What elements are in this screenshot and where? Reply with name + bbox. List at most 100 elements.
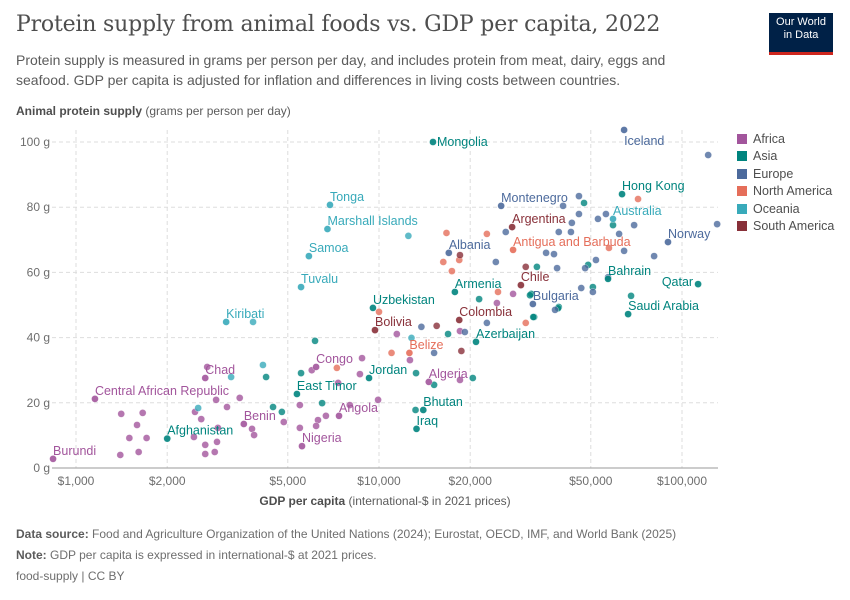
data-point-labeled <box>509 246 517 254</box>
x-tick-label: $10,000 <box>357 474 401 488</box>
data-point <box>133 421 141 429</box>
logo-line-2: in Data <box>783 29 819 41</box>
data-point <box>594 215 602 223</box>
point-label: Nigeria <box>302 431 342 445</box>
data-point-labeled <box>405 349 414 357</box>
point-labels: Mongolia Iceland Hong Kong Australia Norway Q… <box>53 134 711 458</box>
y-axis-title-bold: Animal protein supply <box>16 104 143 118</box>
data-point-labeled <box>323 225 332 233</box>
data-point-labeled <box>369 304 377 312</box>
note-label: Note: <box>16 548 47 562</box>
point-label: Algeria <box>429 367 468 381</box>
data-point-labeled <box>371 326 379 334</box>
legend-swatch <box>737 168 747 179</box>
data-point <box>212 396 220 404</box>
point-label: Bahrain <box>608 264 651 278</box>
point-label: Antigua and Barbuda <box>513 235 631 249</box>
data-point <box>433 322 441 330</box>
data-point <box>555 228 563 236</box>
data-point <box>411 406 420 414</box>
data-point <box>581 264 589 272</box>
data-point-labeled <box>517 281 525 289</box>
data-point <box>456 376 464 384</box>
data-point <box>333 364 341 372</box>
credit[interactable]: food-supply | CC BY <box>16 569 125 583</box>
data-point <box>322 412 330 420</box>
legend-item-south-america[interactable]: South America <box>737 218 834 236</box>
data-point-labeled <box>664 238 672 246</box>
owid-logo[interactable]: Our World in Data <box>769 13 833 55</box>
data-point <box>542 249 550 257</box>
data-point <box>296 424 304 432</box>
data-point <box>550 250 558 258</box>
x-tick-label: $100,000 <box>657 474 707 488</box>
data-point-labeled <box>240 420 248 428</box>
point-label: Saudi Arabia <box>628 299 699 313</box>
data-point <box>456 251 464 259</box>
data-point <box>404 232 413 240</box>
data-point-labeled <box>497 202 505 210</box>
data-point <box>356 370 364 378</box>
data-point <box>139 409 147 417</box>
data-point-labeled <box>365 374 373 382</box>
x-tick-label: $20,000 <box>449 474 493 488</box>
data-point <box>439 258 447 266</box>
chart-subtitle: Protein supply is measured in grams per … <box>16 52 666 88</box>
data-point <box>236 394 244 402</box>
point-label: Albania <box>449 238 491 252</box>
data-point <box>197 415 205 423</box>
point-label: Colombia <box>459 305 512 319</box>
data-point <box>227 373 235 381</box>
data-point <box>297 369 305 377</box>
data-point <box>311 337 319 345</box>
data-point-labeled <box>49 455 57 463</box>
data-point <box>412 369 420 377</box>
legend-item-oceania[interactable]: Oceania <box>737 200 834 218</box>
legend-label: Asia <box>753 149 778 164</box>
y-tick-label: 20 g <box>27 396 50 410</box>
point-label: Bulgaria <box>533 289 579 303</box>
data-point <box>630 221 638 229</box>
grid <box>52 130 718 469</box>
point-label: Central African Republic <box>95 384 229 398</box>
y-tick-label: 0 g <box>33 461 50 475</box>
data-point <box>568 219 576 227</box>
data-point <box>211 448 219 456</box>
legend-item-asia[interactable]: Asia <box>737 148 834 166</box>
data-point-labeled <box>163 435 171 443</box>
point-label: Uzbekistan <box>373 293 435 307</box>
data-point <box>296 401 304 409</box>
data-point-labeled <box>312 363 320 371</box>
data-point <box>522 319 530 327</box>
legend-swatch <box>737 186 747 197</box>
data-point <box>201 450 209 458</box>
data-point <box>334 379 342 387</box>
point-label: Bolivia <box>375 315 412 329</box>
legend-item-north-america[interactable]: North America <box>737 183 834 201</box>
x-tick-label: $2,000 <box>149 474 186 488</box>
data-point <box>461 328 469 336</box>
legend-item-africa[interactable]: Africa <box>737 130 834 148</box>
data-point <box>704 151 712 159</box>
data-point <box>575 192 583 200</box>
tick-labels: 0 g 20 g 40 g 60 g 80 g 100 g $1,000 $2,000 $5,0… <box>20 135 707 488</box>
data-point <box>609 221 617 229</box>
data-point <box>559 202 567 210</box>
data-point <box>406 356 414 364</box>
note-text: GDP per capita is expressed in internati… <box>50 548 377 562</box>
point-label: Mongolia <box>437 135 488 149</box>
data-point <box>117 410 125 418</box>
point-label: Armenia <box>455 277 502 291</box>
data-point-labeled <box>326 201 334 209</box>
x-tick-label: $50,000 <box>569 474 613 488</box>
legend-item-europe[interactable]: Europe <box>737 165 834 183</box>
data-point <box>589 288 597 296</box>
data-point-labeled <box>201 374 209 382</box>
data-point <box>194 404 202 412</box>
data-point <box>249 318 257 326</box>
data-point-labeled <box>620 126 628 134</box>
data-point <box>444 330 452 338</box>
point-label: Argentina <box>512 212 566 226</box>
data-point <box>567 228 575 236</box>
data-point-labeled <box>425 378 433 386</box>
